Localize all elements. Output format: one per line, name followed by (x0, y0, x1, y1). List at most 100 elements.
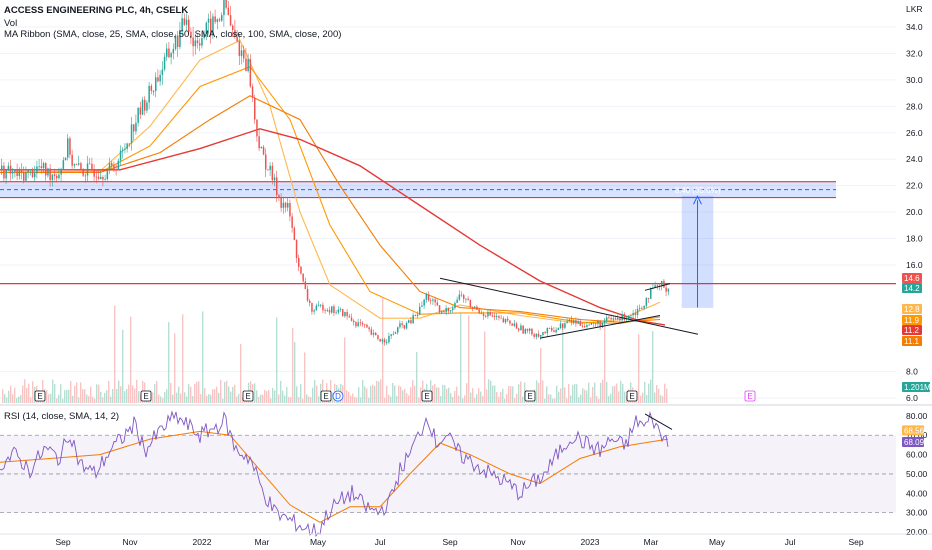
volume-bar (522, 396, 524, 403)
event-marker-label: E (37, 392, 42, 401)
candle-down (265, 154, 267, 170)
volume-bar (118, 380, 120, 403)
candle-down (300, 266, 302, 274)
volume-bar (584, 389, 586, 403)
volume-bar (518, 384, 520, 403)
candle-down (482, 313, 485, 316)
candle-up (221, 15, 223, 21)
price-tag (902, 315, 922, 325)
volume-bar (240, 343, 242, 403)
volume-bar (366, 388, 368, 403)
price-tick-label: 6.0 (906, 393, 918, 403)
volume-bar (624, 391, 626, 403)
volume-bar (20, 395, 22, 403)
candle-up (643, 305, 645, 309)
volume-bar (206, 395, 208, 403)
candle-down (346, 311, 348, 317)
event-marker-label: E (527, 392, 532, 401)
candle-down (113, 165, 115, 170)
candle-down (526, 328, 529, 331)
volume-bar (506, 394, 508, 403)
volume-bar (100, 391, 102, 403)
volume-bar (158, 394, 160, 403)
volume-bar (478, 388, 480, 403)
candle-down (229, 15, 232, 26)
volume-bar (194, 383, 196, 403)
event-marker (524, 390, 536, 402)
candle-down (493, 315, 496, 317)
volume-bar (180, 393, 182, 403)
volume-bar (210, 394, 212, 403)
volume-bar (174, 333, 176, 403)
candle-down (434, 299, 436, 303)
candle-up (179, 30, 181, 47)
volume-bar (190, 386, 192, 403)
rsi-tick-label: 20.00 (906, 527, 928, 537)
candle-up (487, 311, 489, 317)
volume-bar (552, 398, 554, 403)
volume-bar (46, 389, 48, 403)
volume-bar (410, 387, 412, 403)
volume-bar (2, 389, 4, 403)
volume-legend: Vol (4, 18, 18, 29)
volume-bar (122, 329, 124, 403)
volume-bar (160, 396, 162, 403)
volume-bar (70, 381, 72, 403)
volume-bar (452, 397, 454, 403)
volume-bar (486, 389, 488, 403)
rsi-legend: RSI (14, close, SMA, 14, 2) (4, 411, 120, 422)
volume-bar (6, 397, 8, 403)
candle-up (124, 148, 126, 150)
candle-up (148, 85, 150, 103)
candle-up (64, 157, 67, 161)
candle-down (262, 146, 265, 155)
candle-down (491, 315, 494, 317)
candle-down (183, 18, 186, 25)
volume-bar (104, 392, 106, 403)
volume-bar (644, 381, 646, 403)
event-marker (34, 390, 46, 402)
candle-up (1, 165, 3, 170)
candle-up (170, 53, 172, 58)
candle-up (388, 335, 390, 343)
volume-bar (80, 382, 82, 403)
volume-bar (622, 383, 624, 403)
volume-bar (120, 386, 122, 403)
candle-up (146, 102, 148, 111)
candle-down (115, 169, 117, 171)
volume-bar (502, 388, 504, 403)
volume-bar (110, 396, 112, 403)
upper-trendline (439, 277, 699, 335)
volume-bar (658, 388, 660, 403)
volume-bar (264, 389, 266, 403)
candle-down (199, 43, 201, 46)
event-marker-label: E (747, 392, 752, 401)
candle-up (630, 315, 632, 317)
volume-bar (54, 384, 56, 403)
volume-bar (224, 382, 226, 403)
candle-up (465, 298, 467, 300)
volume-bar (216, 386, 218, 403)
volume-bar (642, 392, 644, 403)
rsi-tick-label: 80.00 (906, 411, 928, 421)
volume-bar (638, 334, 640, 403)
volume-bar (12, 394, 14, 403)
candle-down (478, 309, 480, 314)
volume-bar (462, 398, 464, 403)
candle-down (71, 154, 73, 166)
volume-bar (92, 396, 94, 403)
candle-up (639, 308, 641, 310)
candle-up (141, 99, 144, 115)
volume-bar (276, 317, 278, 403)
candle-down (298, 258, 300, 267)
candle-up (335, 312, 337, 314)
price-tick-label: 20.0 (906, 207, 923, 217)
volume-bar (556, 385, 558, 403)
volume-bar (494, 385, 496, 403)
candle-up (337, 309, 340, 313)
candle-down (610, 318, 612, 320)
candle-up (260, 146, 263, 149)
price-tag-label: 11.1 (904, 337, 920, 346)
price-tag (902, 382, 930, 392)
